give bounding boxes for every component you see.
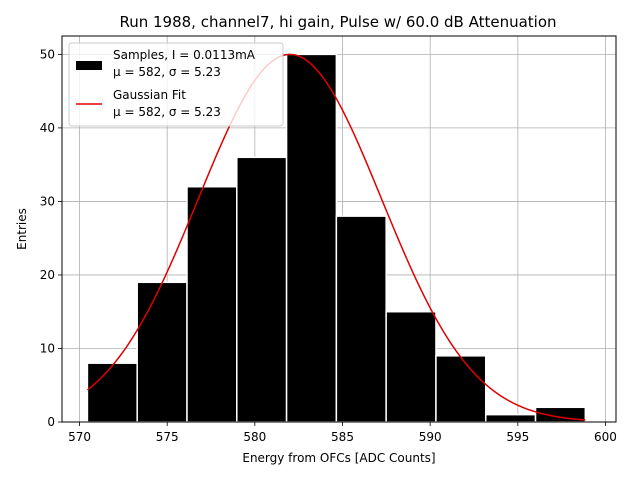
legend-fit-stats: μ = 582, σ = 5.23 (113, 105, 221, 119)
histogram-bar (86, 362, 138, 423)
y-tick-label: 40 (40, 121, 55, 135)
histogram-bar (435, 355, 487, 423)
legend-samples-label: Samples, I = 0.0113mA (113, 48, 256, 62)
x-axis-label: Energy from OFCs [ADC Counts] (242, 451, 435, 465)
x-tick-label: 580 (243, 430, 266, 444)
y-tick-label: 30 (40, 194, 55, 208)
x-axis-ticks: 570 575 580 585 590 595 600 (68, 422, 617, 444)
chart-title: Run 1988, channel7, hi gain, Pulse w/ 60… (119, 13, 556, 31)
x-tick-label: 575 (156, 430, 179, 444)
x-tick-label: 595 (506, 430, 529, 444)
legend: Samples, I = 0.0113mA μ = 582, σ = 5.23 … (68, 42, 284, 127)
y-axis-label: Entries (15, 208, 29, 250)
histogram-bar (186, 185, 238, 423)
histogram-bar (136, 281, 188, 423)
histogram-bar (236, 156, 288, 423)
legend-samples-stats: μ = 582, σ = 5.23 (113, 65, 221, 79)
y-tick-label: 10 (40, 341, 55, 355)
y-tick-label: 20 (40, 268, 55, 282)
x-tick-label: 600 (594, 430, 617, 444)
x-tick-label: 585 (331, 430, 354, 444)
x-tick-label: 570 (68, 430, 91, 444)
histogram-bar (484, 413, 537, 423)
x-tick-label: 590 (419, 430, 442, 444)
plot-frame (61, 35, 617, 423)
histogram-bar (285, 53, 338, 423)
y-tick-label: 0 (47, 415, 55, 429)
histogram-bar (385, 310, 437, 423)
histogram-bar (335, 215, 387, 423)
legend-box (68, 42, 284, 127)
legend-fit-label: Gaussian Fit (113, 88, 186, 102)
y-tick-label: 50 (40, 47, 55, 61)
gaussian-fit-curve (86, 53, 586, 421)
legend-samples-swatch (76, 61, 102, 70)
histogram-bars (86, 53, 587, 423)
y-axis-ticks: 0 10 20 30 40 50 (40, 47, 62, 429)
